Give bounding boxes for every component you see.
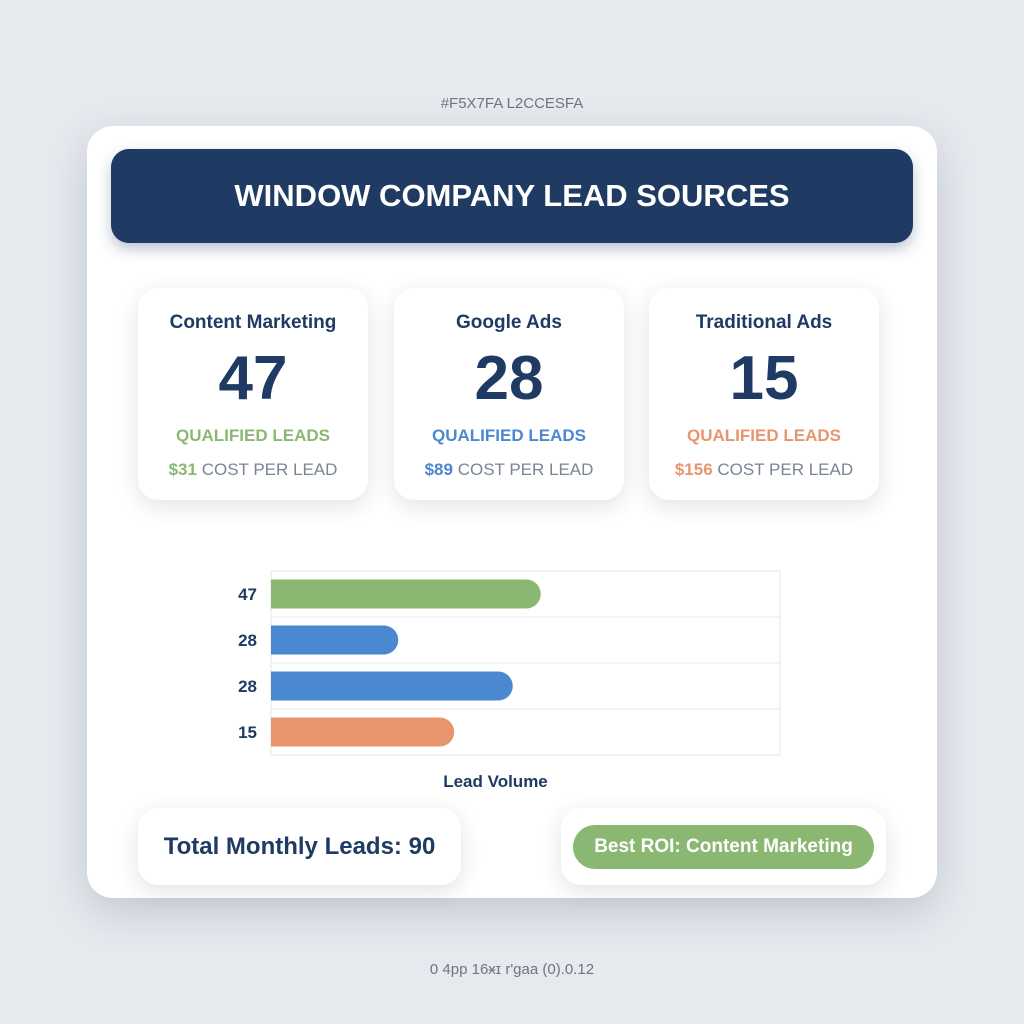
lead-volume-chart: 47 28 28 15 Lead Volume [238,570,781,791]
card-label: QUALIFIED LEADS [687,426,841,445]
metric-card: Content Marketing 47 QUALIFIED LEADS $31… [138,288,368,500]
category-label: 28 [238,631,257,650]
cost-value: $31 [168,460,197,479]
card-label: QUALIFIED LEADS [432,426,586,445]
card-title: Traditional Ads [695,312,833,333]
card-cost: $31 COST PER LEAD [138,460,368,480]
cost-value: $89 [424,460,453,479]
best-roi-card: Best ROI: Content Marketing [561,808,886,885]
cost-label: COST PER LEAD [201,460,338,479]
total-leads: Total Monthly Leads: 90 [138,808,461,885]
bar [271,717,455,747]
card-value: 15 [729,344,799,413]
category-label: 47 [238,585,257,604]
card-value: 28 [474,344,544,413]
bar [271,579,541,609]
cost-label: COST PER LEAD [457,460,594,479]
bottom-note: 0 4pp 16ӿɪ r'gaa (0).0.12 [429,961,595,978]
bar [271,671,513,701]
card-cost: $156 COST PER LEAD [649,460,879,480]
card-title: Google Ads [456,312,562,333]
cost-value: $156 [674,460,713,479]
category-label: 15 [238,723,257,742]
card-title: Content Marketing [169,312,337,333]
metric-card: Traditional Ads 15 QUALIFIED LEADS $156 … [649,288,879,500]
card-label: QUALIFIED LEADS [176,426,330,445]
bar [271,625,399,655]
top-note: #F5X7FA L2CCESFA [440,95,584,112]
card-value: 47 [218,344,288,413]
card-cost: $89 COST PER LEAD [394,460,624,480]
page-title: WINDOW COMPANY LEAD SOURCES [111,149,913,243]
dashboard-panel: WINDOW COMPANY LEAD SOURCES Content Mark… [87,126,937,898]
category-label: 28 [238,677,257,696]
metric-card: Google Ads 28 QUALIFIED LEADS $89 COST P… [394,288,624,500]
x-axis-label: Lead Volume [443,772,548,791]
best-roi-badge: Best ROI: Content Marketing [573,824,874,869]
cost-label: COST PER LEAD [717,460,854,479]
